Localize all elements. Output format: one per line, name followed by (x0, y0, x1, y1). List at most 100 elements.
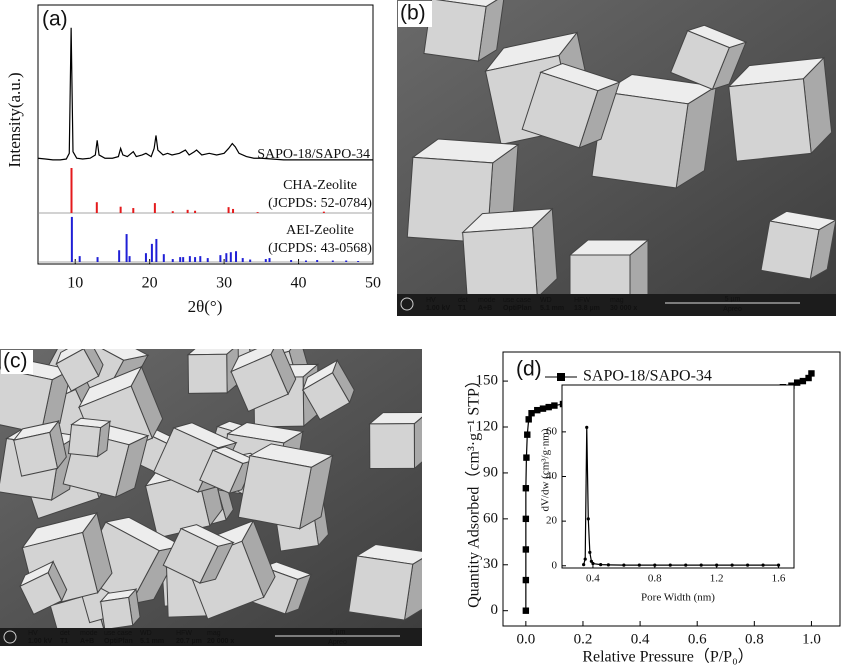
crystal-face (67, 424, 102, 458)
crystal (423, 0, 506, 63)
crystal (368, 411, 422, 470)
crystal (461, 207, 558, 294)
crystal (19, 560, 68, 615)
crystal (99, 588, 141, 628)
info-value: OptiPlan (104, 638, 133, 645)
crystal-face (199, 449, 244, 494)
crystal (55, 349, 104, 392)
y-axis-label: Intensity(a.u.) (5, 72, 24, 167)
data-line (37, 27, 373, 161)
marker (730, 563, 734, 567)
marker (808, 370, 815, 377)
info-value: A+B (478, 305, 492, 312)
panel-label: (a) (42, 8, 68, 31)
info-value: OptiPlan (503, 305, 532, 312)
marker (699, 563, 703, 567)
marker (591, 561, 595, 566)
y-tick-label: 120 (476, 418, 499, 434)
marker (585, 425, 589, 430)
crystal (348, 543, 422, 622)
marker (522, 576, 530, 584)
y-tick-label: 60 (483, 510, 498, 526)
info-value: T1 (60, 638, 68, 645)
x-tick-label: 0.2 (574, 631, 593, 647)
marker (668, 563, 672, 567)
info-label: use case (104, 630, 132, 637)
info-label: mag (610, 297, 624, 304)
crystal (67, 417, 112, 458)
y-tick-label: 150 (476, 373, 499, 389)
info-value: 5.1 mm (140, 638, 164, 645)
y-tick-label: 60 (546, 425, 558, 437)
marker (528, 410, 535, 417)
crystal (237, 443, 335, 530)
info-value: 5.1 mm (540, 305, 564, 312)
marker (539, 405, 547, 412)
x-tick-label: 0.8 (648, 573, 662, 585)
marker (551, 402, 558, 409)
info-label: WD (140, 630, 152, 637)
logo (3, 630, 17, 644)
crystal (521, 62, 622, 149)
crystal (230, 349, 297, 413)
info-value: 30 000 x (610, 305, 637, 312)
crystal (670, 24, 748, 91)
x-tick-label: 0.0 (516, 631, 535, 647)
legend-marker (557, 373, 565, 381)
y-tick-label: 30 (483, 556, 498, 572)
x-tick-label: 40 (291, 275, 307, 292)
info-value: 1.00 kV (426, 305, 450, 312)
info-value: 20.7 µm (176, 638, 202, 645)
marker (805, 374, 812, 382)
marker (776, 563, 781, 567)
crystal-face (760, 220, 820, 280)
instrument: Apreo (328, 639, 347, 646)
crystal (12, 419, 67, 477)
info-bar (397, 294, 836, 316)
x-tick-label: 0.8 (745, 631, 764, 647)
scale-label: 5 µm (725, 296, 741, 303)
crystal-face (521, 71, 599, 149)
x-axis-label: 2θ(°) (188, 297, 223, 316)
info-label: use case (503, 297, 531, 304)
info-label: det (60, 630, 70, 637)
crystals (0, 349, 422, 628)
crystal-face (728, 78, 812, 162)
series-label: AEI-Zeolite (286, 223, 354, 238)
marker (522, 546, 530, 553)
marker (589, 559, 593, 563)
plot-frame (502, 351, 841, 627)
y-axis-label: Quantity Adsorbed（cm³·g⁻¹ STP） (465, 372, 483, 608)
inset-bg (562, 385, 794, 568)
panel-label: (d) (516, 358, 542, 381)
crystal-face (162, 527, 219, 584)
y-axis-label: dV/dw (cm³/g·nm) (540, 428, 552, 511)
y-tick-label: 90 (483, 464, 498, 480)
crystal-face (406, 156, 494, 244)
marker (522, 515, 530, 523)
x-tick-label: 50 (365, 275, 381, 292)
panel-label: (c) (3, 350, 28, 373)
crystals (406, 0, 836, 294)
info-bar (0, 628, 422, 646)
crystal-face (55, 349, 100, 392)
x-tick-label: 0.4 (631, 631, 650, 647)
crystal (301, 359, 355, 421)
instrument: Apreo (723, 306, 742, 313)
marker (746, 563, 750, 567)
x-tick-label: 1.0 (802, 631, 821, 647)
data-line (583, 427, 779, 566)
info-label: det (458, 297, 468, 304)
crystal-face (230, 353, 289, 413)
info-label: HV (426, 297, 436, 304)
crystal-face (569, 254, 631, 294)
panel-label: (b) (400, 2, 426, 25)
crystal-face (423, 0, 487, 62)
info-label: mode (80, 630, 98, 637)
info-value: 1.00 kV (28, 638, 52, 645)
marker (525, 416, 532, 423)
crystal-face (13, 431, 59, 477)
marker (793, 379, 801, 386)
marker (622, 563, 626, 567)
